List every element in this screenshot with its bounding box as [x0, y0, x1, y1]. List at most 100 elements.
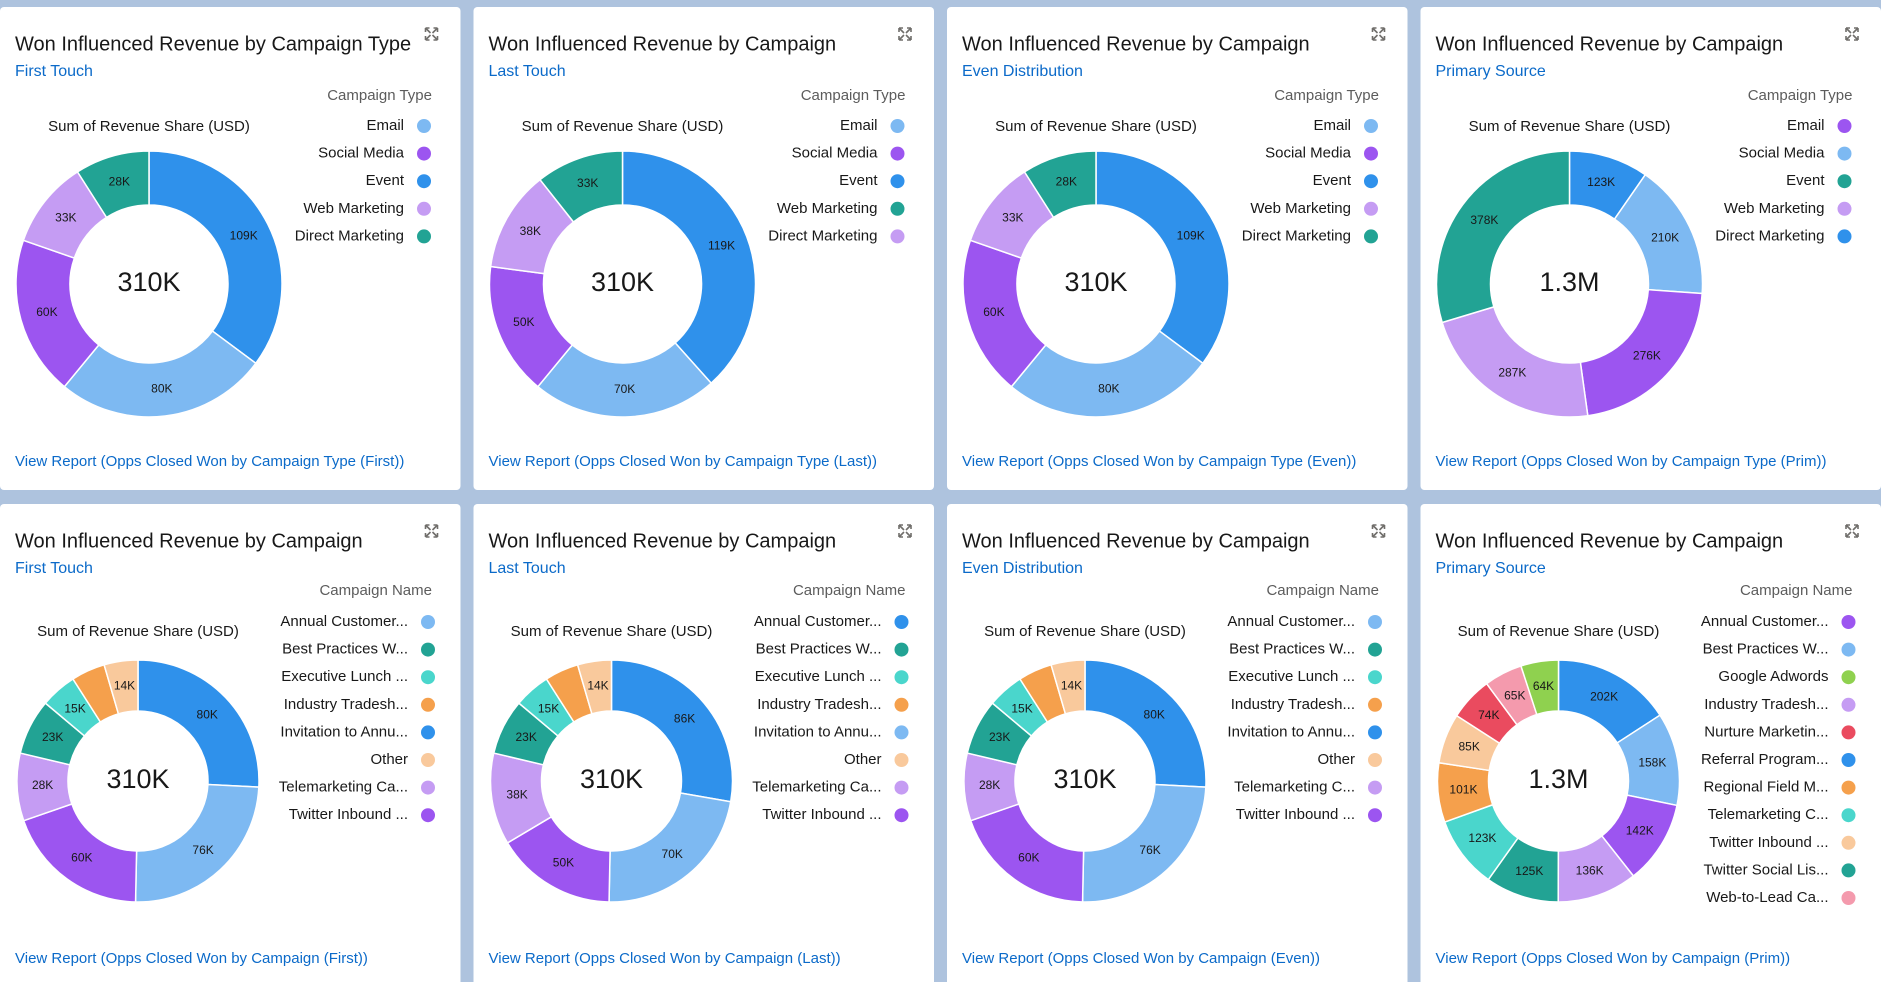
legend-title: Campaign Name — [793, 582, 906, 599]
legend-swatch — [1368, 697, 1382, 712]
measure-label: Sum of Revenue Share (USD) — [37, 623, 239, 640]
legend-swatch — [1837, 201, 1852, 216]
legend-swatch — [1364, 119, 1378, 133]
data-label: 23K — [42, 730, 63, 744]
legend-swatch — [1841, 863, 1856, 878]
dashboard-card: Won Influenced Revenue by Campaign Primar… — [1420, 504, 1881, 982]
data-label: 23K — [989, 730, 1010, 744]
expand-icon[interactable] — [1845, 27, 1859, 41]
legend-label: Web Marketing — [303, 200, 404, 217]
legend-label: Twitter Inbound ... — [289, 806, 408, 823]
legend-title: Campaign Name — [1266, 582, 1379, 599]
data-label: 70K — [614, 382, 635, 396]
data-label: 28K — [109, 174, 130, 188]
legend-label: Telemarketing Ca... — [279, 779, 408, 796]
legend-swatch — [1841, 615, 1856, 629]
legend-label: Social Media — [318, 145, 405, 162]
legend-swatch — [1837, 146, 1852, 161]
legend-title: Campaign Name — [319, 582, 432, 599]
data-label: 60K — [983, 305, 1004, 319]
legend-swatch — [417, 146, 431, 161]
view-report-link[interactable]: View Report (Opps Closed Won by Campaign… — [489, 950, 841, 967]
legend-label: Event — [366, 172, 405, 189]
legend-swatch — [1364, 229, 1378, 244]
donut-slice — [1050, 659, 1086, 715]
data-label: 287K — [1498, 365, 1526, 379]
data-label: 38K — [506, 788, 527, 802]
dashboard-card: Won Influenced Revenue by Campaign Type F… — [0, 7, 461, 490]
data-label: 123K — [1587, 175, 1615, 189]
view-report-link[interactable]: View Report (Opps Closed Won by Campaign… — [15, 453, 404, 470]
legend-label: Event — [839, 172, 878, 189]
donut-total: 1.3M — [1539, 267, 1599, 297]
legend-label: Best Practices W... — [756, 641, 882, 658]
legend-label: Invitation to Annu... — [754, 723, 882, 740]
expand-icon[interactable] — [898, 524, 912, 538]
legend-label: Email — [1313, 117, 1351, 134]
data-label: 109K — [1177, 229, 1205, 243]
donut-slice — [1081, 783, 1207, 903]
data-label: 60K — [1018, 850, 1039, 864]
legend-label: Executive Lunch ... — [1228, 668, 1355, 685]
expand-icon[interactable] — [1371, 524, 1386, 538]
expand-icon[interactable] — [1371, 27, 1386, 41]
legend-label: Google Adwords — [1718, 668, 1828, 685]
legend-swatch — [894, 725, 909, 740]
card-title: Won Influenced Revenue by Campaign — [15, 530, 363, 552]
dashboard-card: Won Influenced Revenue by Campaign First … — [0, 504, 461, 982]
data-label: 70K — [662, 847, 683, 861]
donut-slice — [103, 659, 139, 715]
view-report-link[interactable]: View Report (Opps Closed Won by Campaign… — [15, 950, 368, 967]
data-label: 80K — [1098, 381, 1119, 395]
card-subtitle: Even Distribution — [962, 560, 1083, 577]
data-label: 28K — [1056, 174, 1077, 188]
legend-swatch — [1368, 615, 1382, 629]
view-report-link[interactable]: View Report (Opps Closed Won by Campaign… — [1436, 453, 1827, 470]
legend-label: Annual Customer... — [754, 613, 882, 630]
card-title: Won Influenced Revenue by Campaign Type — [15, 33, 411, 55]
legend-label: Web Marketing — [1250, 200, 1351, 217]
legend-swatch — [417, 201, 431, 216]
legend-label: Best Practices W... — [1229, 641, 1355, 658]
legend-label: Invitation to Annu... — [1227, 723, 1355, 740]
legend-swatch — [417, 174, 431, 189]
view-report-link[interactable]: View Report (Opps Closed Won by Campaign… — [1436, 950, 1791, 967]
legend-label: Other — [844, 751, 882, 768]
expand-icon[interactable] — [1845, 524, 1859, 538]
measure-label: Sum of Revenue Share (USD) — [48, 118, 250, 135]
legend-swatch — [894, 670, 909, 685]
legend-swatch — [421, 780, 435, 795]
donut-total: 1.3M — [1528, 764, 1588, 794]
donut-slice — [1023, 150, 1097, 219]
card-subtitle: Last Touch — [489, 560, 566, 577]
data-label: 64K — [1533, 679, 1554, 693]
data-label: 123K — [1468, 831, 1496, 845]
donut-slice — [1095, 150, 1230, 365]
legend-swatch — [1841, 780, 1856, 795]
data-label: 142K — [1626, 823, 1654, 837]
expand-icon[interactable] — [424, 524, 439, 538]
legend-swatch — [1368, 642, 1382, 657]
legend-label: Twitter Inbound ... — [1236, 806, 1355, 823]
expand-icon[interactable] — [898, 27, 912, 41]
legend-label: Executive Lunch ... — [755, 668, 882, 685]
view-report-link[interactable]: View Report (Opps Closed Won by Campaign… — [489, 453, 878, 470]
data-label: 80K — [197, 707, 218, 721]
legend-label: Other — [1317, 751, 1355, 768]
card-title: Won Influenced Revenue by Campaign — [489, 33, 837, 55]
expand-icon[interactable] — [424, 27, 439, 41]
legend-label: Annual Customer... — [1701, 613, 1829, 630]
view-report-link[interactable]: View Report (Opps Closed Won by Campaign… — [962, 453, 1356, 470]
data-label: 74K — [1478, 708, 1499, 722]
legend-label: Social Media — [1739, 145, 1826, 162]
data-label: 50K — [513, 315, 534, 329]
view-report-link[interactable]: View Report (Opps Closed Won by Campaign… — [962, 950, 1320, 967]
data-label: 76K — [1139, 843, 1160, 857]
legend-label: Event — [1786, 172, 1825, 189]
legend-swatch — [421, 670, 435, 685]
legend-swatch — [1364, 146, 1378, 161]
legend-swatch — [1837, 119, 1852, 133]
data-label: 50K — [553, 856, 574, 870]
